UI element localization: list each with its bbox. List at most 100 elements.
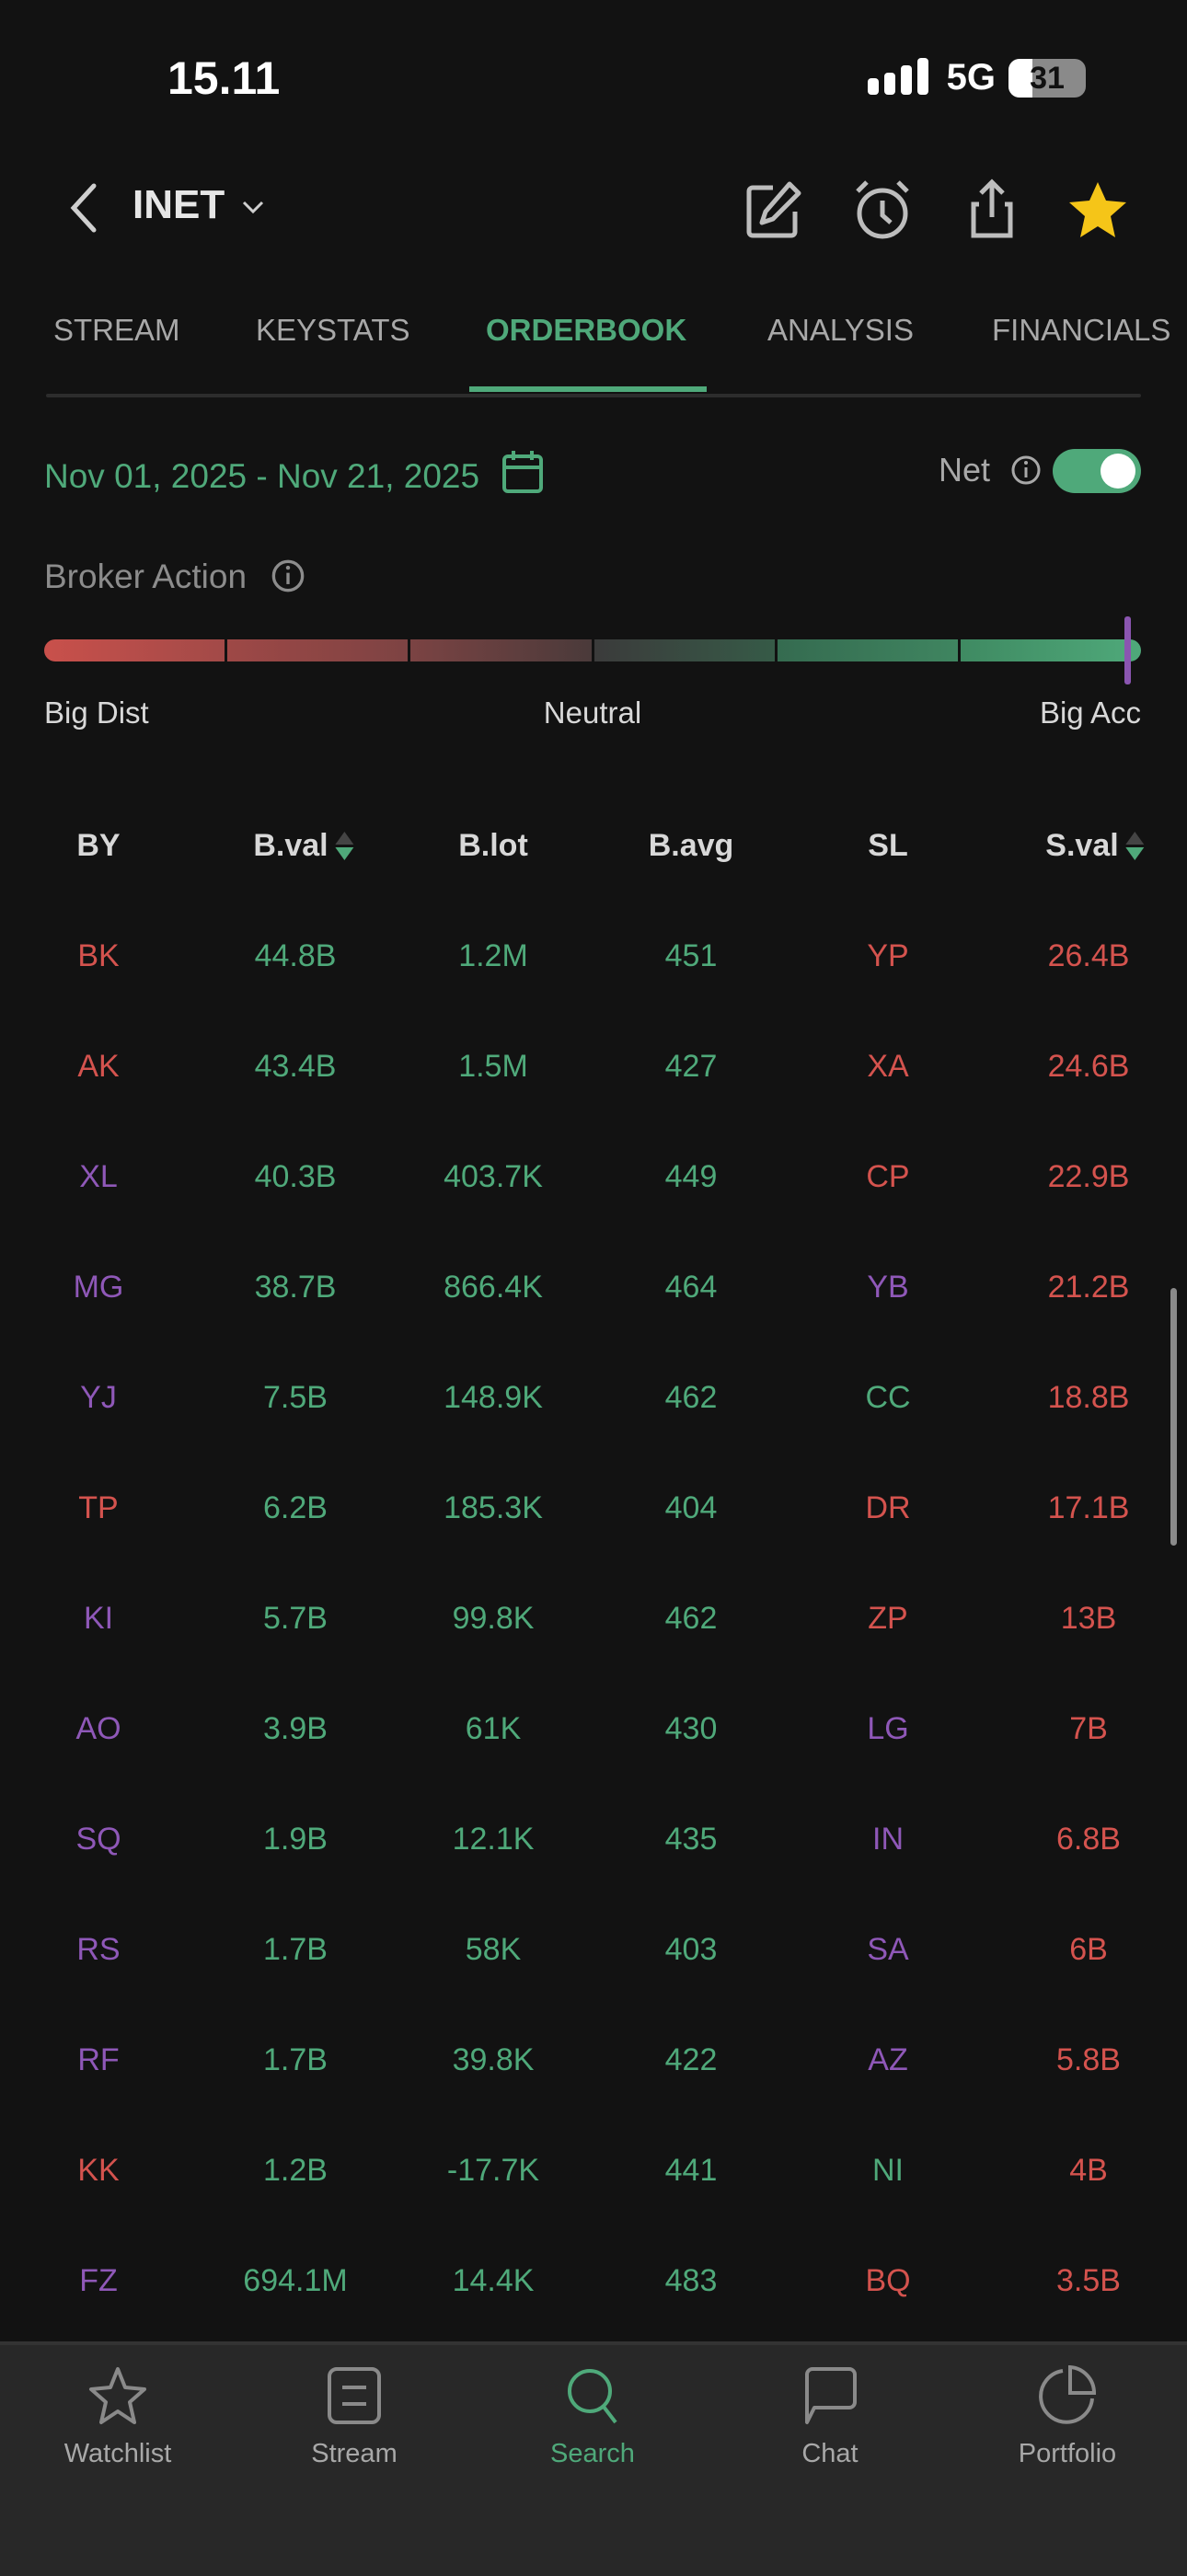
nav-watchlist[interactable]: Watchlist bbox=[26, 2365, 210, 2469]
buy-average: 449 bbox=[664, 1159, 718, 1194]
buyer-code[interactable]: KK bbox=[77, 2153, 120, 2188]
date-range-picker[interactable]: Nov 01, 2025 - Nov 21, 2025 bbox=[44, 449, 544, 496]
buyer-code[interactable]: XL bbox=[79, 1159, 118, 1194]
buy-value: 3.9B bbox=[263, 1711, 328, 1746]
share-icon[interactable] bbox=[970, 178, 1014, 241]
buyer-code[interactable]: MG bbox=[73, 1270, 124, 1305]
nav-label: Search bbox=[550, 2439, 635, 2468]
table-row[interactable]: YJ 7.5B 148.9K 462 CC 18.8B bbox=[0, 1380, 1187, 1426]
info-icon[interactable] bbox=[1010, 454, 1042, 486]
buy-average: 451 bbox=[664, 938, 718, 973]
net-toggle[interactable] bbox=[1053, 449, 1141, 493]
sell-value: 5.8B bbox=[1056, 2042, 1121, 2077]
column-header-by[interactable]: BY bbox=[76, 828, 121, 863]
seller-code[interactable]: DR bbox=[865, 1490, 911, 1525]
buyer-code[interactable]: BK bbox=[77, 938, 120, 973]
buyer-code[interactable]: AO bbox=[75, 1711, 121, 1746]
table-row[interactable]: FZ 694.1M 14.4K 483 BQ 3.5B bbox=[0, 2263, 1187, 2309]
seller-code[interactable]: LG bbox=[867, 1711, 909, 1746]
seller-code[interactable]: IN bbox=[872, 1822, 904, 1857]
nav-chat[interactable]: Chat bbox=[738, 2365, 922, 2469]
column-header-bval[interactable]: B.val bbox=[253, 828, 354, 864]
alarm-icon[interactable] bbox=[854, 178, 911, 241]
table-row[interactable]: TP 6.2B 185.3K 404 DR 17.1B bbox=[0, 1490, 1187, 1536]
buyer-code[interactable]: RF bbox=[77, 2042, 120, 2077]
seller-code[interactable]: AZ bbox=[868, 2042, 908, 2077]
tab-bar: STREAM KEYSTATS ORDERBOOK ANALYSIS FINAN… bbox=[0, 313, 1187, 396]
buyer-code[interactable]: SQ bbox=[75, 1822, 121, 1857]
star-icon[interactable] bbox=[1067, 180, 1128, 239]
sell-value: 7B bbox=[1069, 1711, 1108, 1746]
column-header-sl[interactable]: SL bbox=[868, 828, 908, 863]
buyer-code[interactable]: KI bbox=[83, 1601, 114, 1636]
buy-average: 483 bbox=[664, 2263, 718, 2298]
buyer-code[interactable]: YJ bbox=[80, 1380, 117, 1415]
buy-value: 7.5B bbox=[263, 1380, 328, 1415]
column-header-bavg[interactable]: B.avg bbox=[648, 828, 734, 863]
tab-analysis[interactable]: ANALYSIS bbox=[767, 313, 914, 347]
buy-average: 430 bbox=[664, 1711, 718, 1746]
buy-lot: 403.7K bbox=[444, 1159, 543, 1194]
table-row[interactable]: KK 1.2B -17.7K 441 NI 4B bbox=[0, 2153, 1187, 2199]
seller-code[interactable]: CP bbox=[866, 1159, 910, 1194]
table-row[interactable]: XL 40.3B 403.7K 449 CP 22.9B bbox=[0, 1159, 1187, 1205]
nav-label: Portfolio bbox=[1018, 2439, 1117, 2468]
table-row[interactable]: MG 38.7B 866.4K 464 YB 21.2B bbox=[0, 1270, 1187, 1316]
seller-code[interactable]: CC bbox=[865, 1380, 911, 1415]
tab-stream[interactable]: STREAM bbox=[53, 313, 180, 347]
buyer-code[interactable]: AK bbox=[77, 1049, 120, 1084]
scale-label-left: Big Dist bbox=[44, 696, 149, 730]
buy-lot: 1.2M bbox=[458, 938, 528, 973]
broker-action-label: Broker Action bbox=[44, 558, 248, 595]
table-row[interactable]: RF 1.7B 39.8K 422 AZ 5.8B bbox=[0, 2042, 1187, 2088]
buy-value: 1.7B bbox=[263, 2042, 328, 2077]
seller-code[interactable]: NI bbox=[872, 2153, 904, 2188]
sell-value: 22.9B bbox=[1047, 1159, 1130, 1194]
seller-code[interactable]: YB bbox=[867, 1270, 909, 1305]
table-row[interactable]: RS 1.7B 58K 403 SA 6B bbox=[0, 1932, 1187, 1978]
table-row[interactable]: SQ 1.9B 12.1K 435 IN 6.8B bbox=[0, 1822, 1187, 1868]
buyer-code[interactable]: FZ bbox=[79, 2263, 118, 2298]
tab-financials[interactable]: FINANCIALS bbox=[992, 313, 1171, 347]
seller-code[interactable]: XA bbox=[867, 1049, 909, 1084]
bottom-nav: Watchlist Stream Search Chat Portfolio bbox=[0, 2341, 1187, 2576]
battery-level: 31 bbox=[1030, 60, 1065, 96]
net-label-group: Net bbox=[939, 451, 1042, 489]
sell-value: 6.8B bbox=[1056, 1822, 1121, 1857]
buy-lot: 148.9K bbox=[444, 1380, 543, 1415]
nav-label: Chat bbox=[801, 2439, 859, 2468]
scale-label-center: Neutral bbox=[543, 696, 642, 730]
info-icon[interactable] bbox=[271, 558, 305, 593]
nav-stream[interactable]: Stream bbox=[262, 2365, 446, 2469]
buy-lot: 61K bbox=[465, 1711, 522, 1746]
buyer-code[interactable]: RS bbox=[76, 1932, 121, 1967]
column-header-label: S.val bbox=[1045, 828, 1119, 863]
table-row[interactable]: KI 5.7B 99.8K 462 ZP 13B bbox=[0, 1601, 1187, 1647]
column-header-blot[interactable]: B.lot bbox=[458, 828, 528, 863]
table-row[interactable]: AO 3.9B 61K 430 LG 7B bbox=[0, 1711, 1187, 1757]
tab-orderbook[interactable]: ORDERBOOK bbox=[486, 313, 687, 347]
tab-keystats[interactable]: KEYSTATS bbox=[256, 313, 410, 347]
edit-icon[interactable] bbox=[745, 180, 802, 239]
nav-portfolio[interactable]: Portfolio bbox=[975, 2365, 1159, 2469]
sort-icon bbox=[1125, 832, 1145, 860]
date-range: Nov 01, 2025 - Nov 21, 2025 bbox=[44, 457, 480, 495]
buy-value: 38.7B bbox=[254, 1270, 337, 1305]
table-row[interactable]: AK 43.4B 1.5M 427 XA 24.6B bbox=[0, 1049, 1187, 1095]
scrollbar[interactable] bbox=[1170, 1288, 1177, 1546]
seller-code[interactable]: SA bbox=[867, 1932, 909, 1967]
back-icon[interactable] bbox=[66, 182, 103, 234]
ticker-selector[interactable]: INET bbox=[133, 182, 265, 228]
sell-value: 21.2B bbox=[1047, 1270, 1130, 1305]
column-header-label: B.val bbox=[253, 828, 328, 863]
buyer-code[interactable]: TP bbox=[78, 1490, 119, 1525]
table-row[interactable]: BK 44.8B 1.2M 451 YP 26.4B bbox=[0, 938, 1187, 984]
buy-value: 43.4B bbox=[254, 1049, 337, 1084]
seller-code[interactable]: YP bbox=[867, 938, 909, 973]
seller-code[interactable]: BQ bbox=[865, 2263, 911, 2298]
active-tab-indicator bbox=[469, 386, 707, 392]
nav-search[interactable]: Search bbox=[501, 2365, 685, 2469]
column-header-sval[interactable]: S.val bbox=[1045, 828, 1145, 864]
buy-average: 462 bbox=[664, 1380, 718, 1415]
seller-code[interactable]: ZP bbox=[868, 1601, 908, 1636]
